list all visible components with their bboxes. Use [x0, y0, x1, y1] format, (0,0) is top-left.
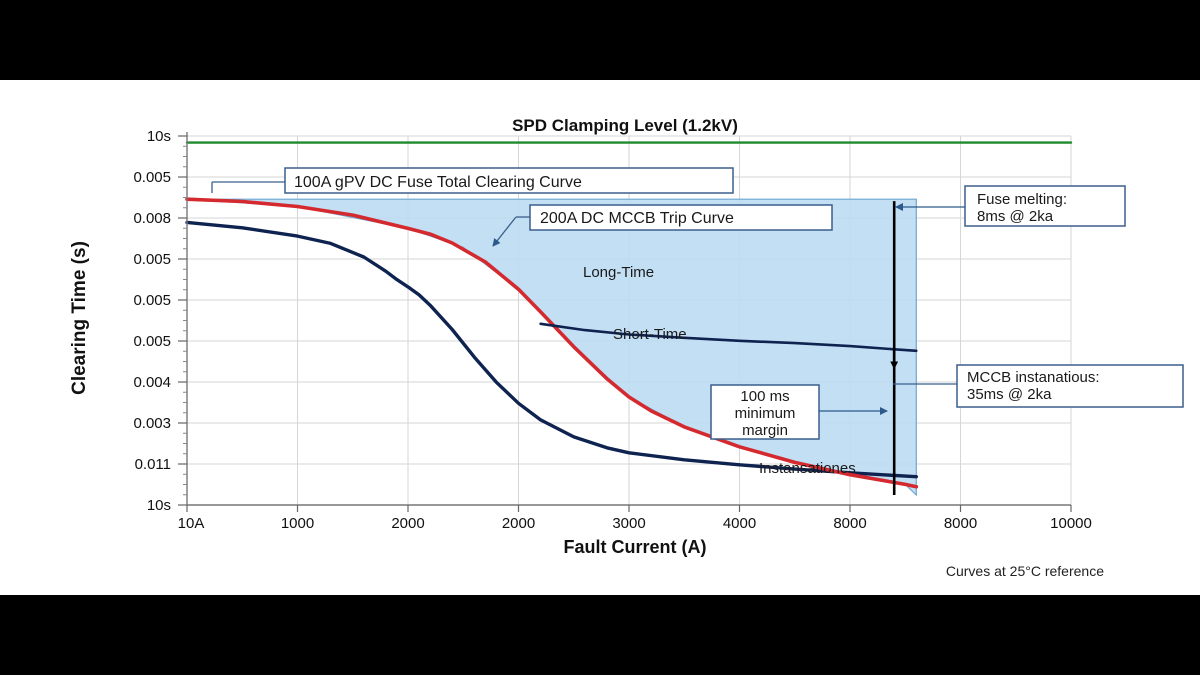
series-lines — [185, 141, 1073, 496]
x-tick-label-0: 10A — [178, 515, 205, 532]
x-axis-label: Fault Current (A) — [564, 537, 707, 557]
y-axis-label: Clearing Time (s) — [69, 241, 90, 395]
long-time-line — [539, 322, 918, 353]
mccb-instantaneous-callout: MCCB instanatious: 35ms @ 2ka — [893, 364, 1184, 408]
safety-margin-band — [186, 198, 917, 497]
chart-title: SPD Clamping Level (1.2kV) — [512, 116, 738, 135]
x-tick-label-6: 8000 — [833, 515, 866, 532]
y-tick-label-3: 0.005 — [133, 251, 171, 268]
y-tick-label-1: 0.005 — [133, 169, 171, 186]
x-tick-label-2: 2000 — [391, 515, 424, 532]
mccb-inst-line-1: MCCB instanatious: — [967, 369, 1100, 386]
fault-clearing-chart: 10s 0.005 0.008 0.005 0.005 0.005 0.004 0.003 0.… — [69, 116, 1184, 579]
y-tick-label-8: 0.011 — [135, 456, 171, 473]
mccb-inst-line-2: 35ms @ 2ka — [967, 386, 1052, 403]
x-tick-label-7: 8000 — [944, 515, 977, 532]
y-tick-label-4: 0.005 — [133, 292, 171, 309]
fuse-curve-callout: 100A gPV DC Fuse Total Clearing Curve — [211, 167, 734, 194]
fuse-melting-callout: Fuse melting: 8ms @ 2ka — [895, 185, 1126, 227]
margin-callout: 100 ms minimum margin — [710, 384, 888, 440]
y-tick-label-5: 0.005 — [133, 333, 171, 350]
y-tick-label-7: 0.003 — [133, 415, 171, 432]
y-tick-label-6: 0.004 — [133, 374, 171, 391]
margin-line-3: margin — [742, 422, 788, 439]
chart-panel: 10s 0.005 0.008 0.005 0.005 0.005 0.004 0.003 0.… — [0, 80, 1200, 595]
y-tick-label-9: 10s — [147, 497, 171, 514]
mccb-curve-line — [185, 197, 919, 489]
y-tick-label-2: 0.008 — [133, 210, 171, 227]
band-area-0 — [186, 198, 917, 497]
x-tick-label-1: 1000 — [281, 515, 314, 532]
axes: 10s 0.005 0.008 0.005 0.005 0.005 0.004 0.003 0.… — [133, 128, 1091, 532]
x-tick-label-5: 4000 — [723, 515, 756, 532]
margin-line-2: minimum — [735, 405, 796, 422]
x-tick-label-8: 10000 — [1050, 515, 1092, 532]
x-tick-label-3: 2000 — [502, 515, 535, 532]
fuse-curve-label: 100A gPV DC Fuse Total Clearing Curve — [294, 174, 582, 191]
fuse-melting-line-2: 8ms @ 2ka — [977, 208, 1054, 225]
reference-note: Curves at 25°C reference — [946, 563, 1104, 579]
y-tick-label-0: 10s — [147, 128, 171, 145]
fuse-melting-line-1: Fuse melting: — [977, 191, 1067, 208]
mccb-curve-callout: 200A DC MCCB Trip Curve — [492, 204, 833, 247]
short-time-label: Short-Time — [613, 326, 687, 343]
long-time-label: Long-Time — [583, 264, 654, 281]
x-tick-label-4: 3000 — [612, 515, 645, 532]
mccb-curve-label: 200A DC MCCB Trip Curve — [540, 210, 734, 227]
margin-line-1: 100 ms — [740, 388, 789, 405]
instantaneous-label: Instansationes — [759, 460, 856, 477]
fuse-curve-line — [185, 220, 918, 479]
